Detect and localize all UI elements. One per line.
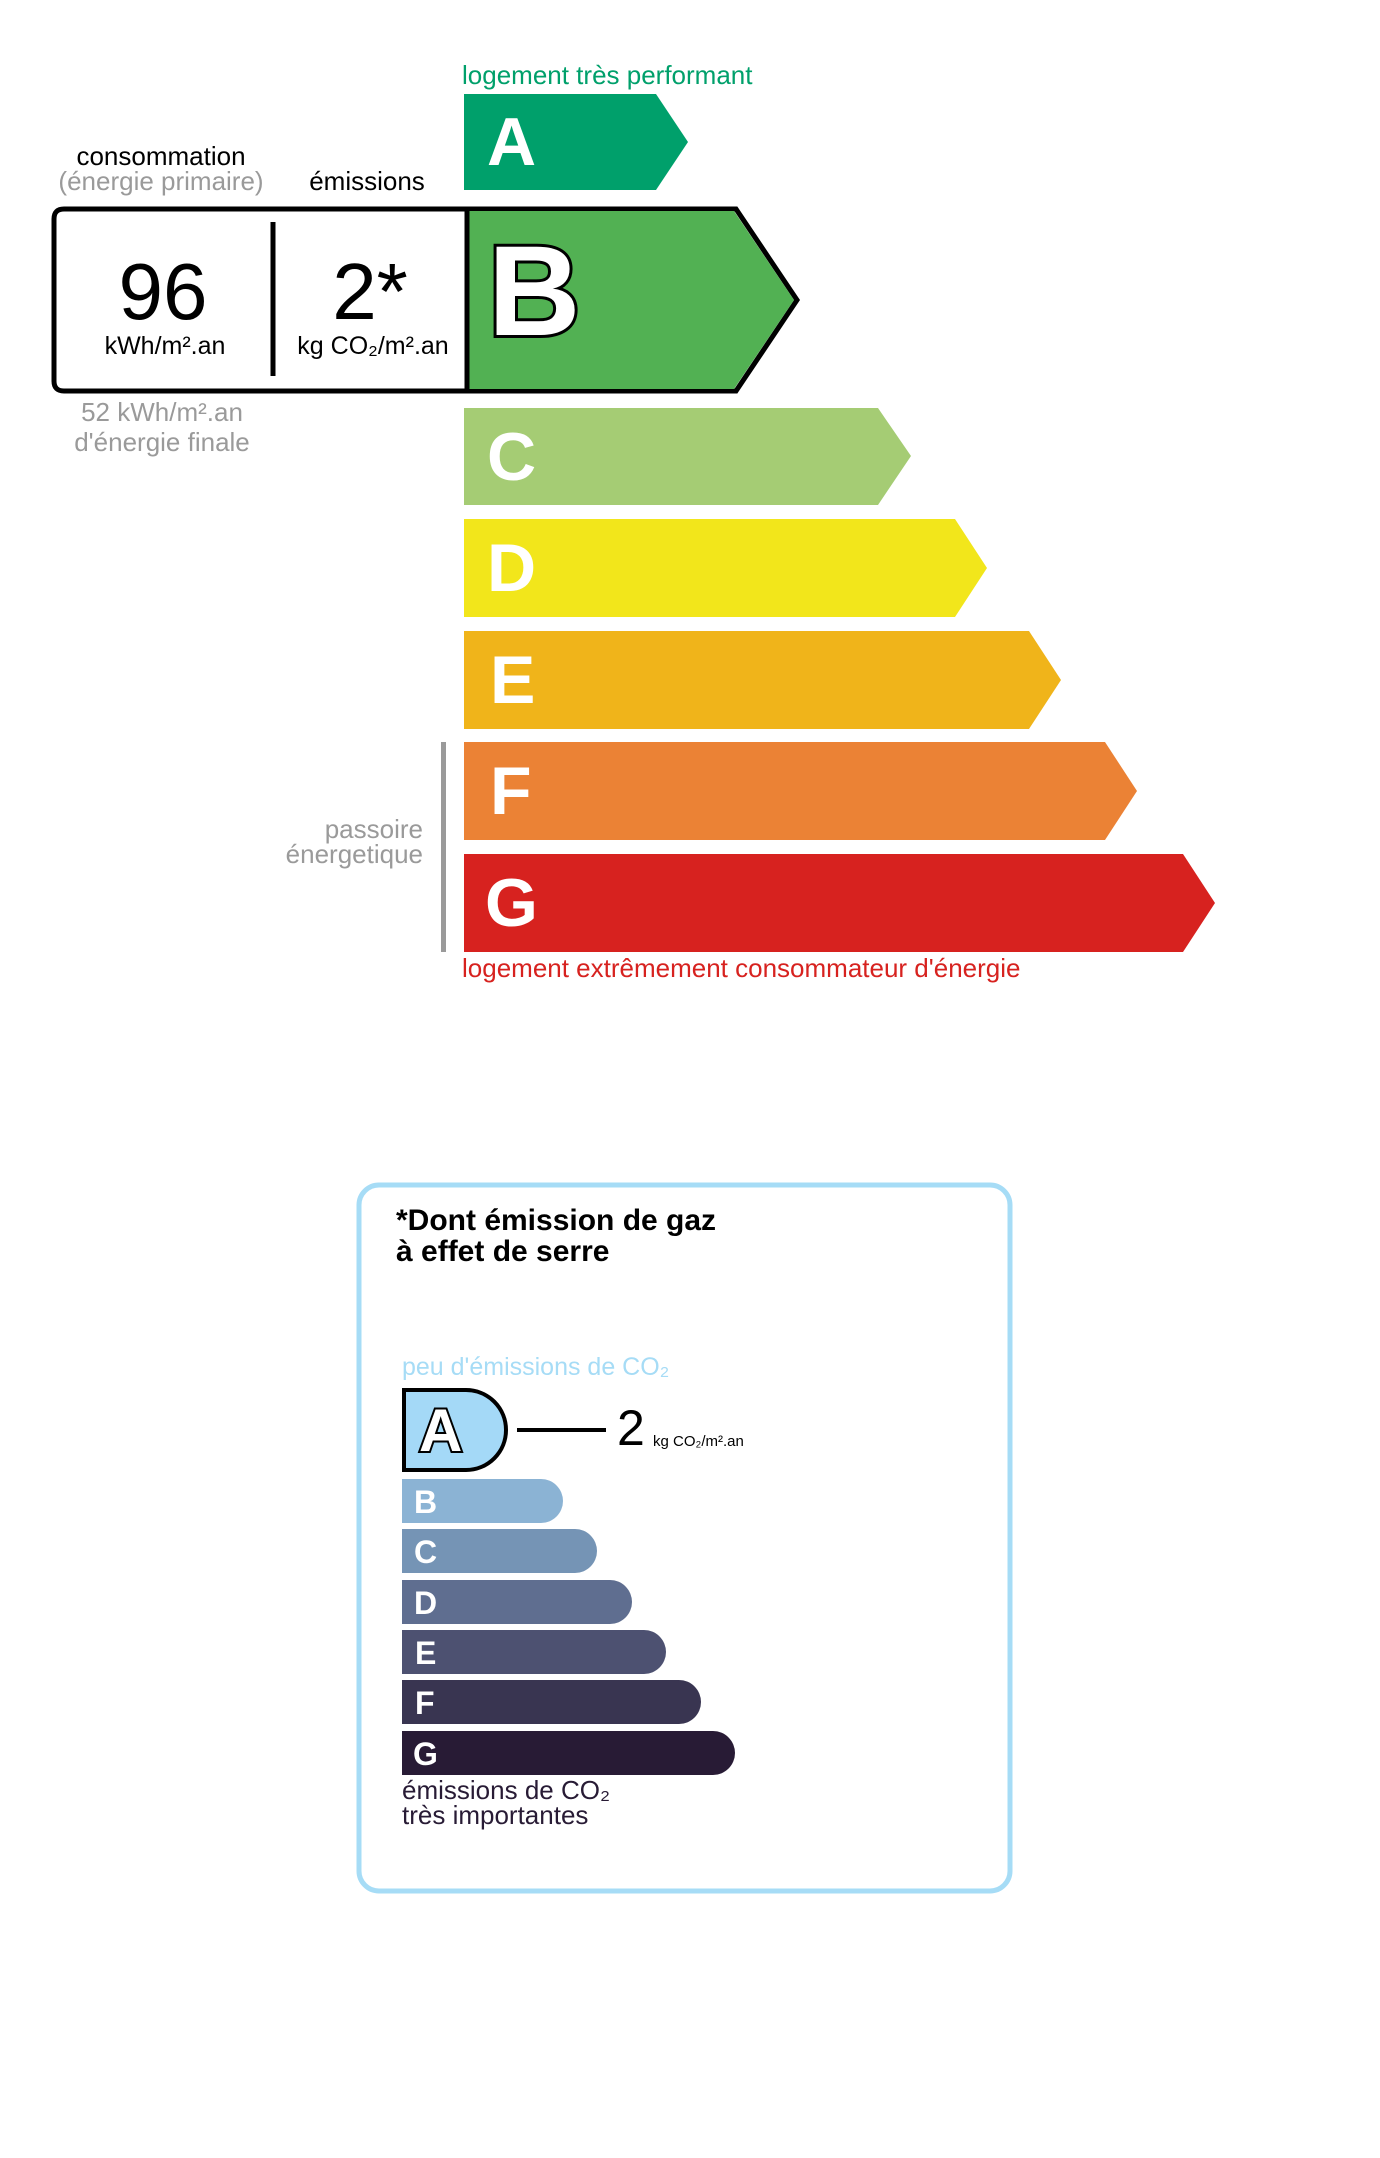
emissions-value: 2*	[332, 247, 408, 336]
ges-bottom-caption-line2: très importantes	[402, 1800, 589, 1830]
ges-class-letter-b: B	[414, 1484, 438, 1520]
ges-value: 2	[617, 1400, 645, 1456]
energy-bar-f	[464, 742, 1137, 840]
ges-class-letter-c: C	[414, 1534, 438, 1570]
final-energy-label: d'énergie finale	[74, 427, 250, 457]
ges-bar-a	[402, 1388, 508, 1472]
ges-unit: kg CO₂/m².an	[653, 1433, 744, 1450]
energy-bar-a	[464, 94, 688, 190]
ges-title-line1: *Dont émission de gaz	[396, 1204, 717, 1237]
consumption-unit: kWh/m².an	[104, 332, 226, 360]
class-letter-d: D	[487, 530, 537, 606]
class-letter-g: G	[485, 865, 538, 941]
ges-bar-g	[402, 1731, 735, 1775]
ges-bar-f	[402, 1680, 701, 1724]
ges-bar-d	[402, 1580, 632, 1624]
final-energy-value: 52 kWh/m².an	[81, 397, 243, 427]
energy-bar-g	[464, 854, 1215, 952]
consumption-header: consommation	[76, 141, 246, 171]
energy-bar-b	[467, 211, 794, 389]
consumption-value: 96	[118, 247, 208, 336]
consumption-subheader: (énergie primaire)	[58, 166, 264, 196]
energy-bar-c	[464, 408, 911, 505]
energy-bar-e	[464, 631, 1061, 729]
top-caption: logement très performant	[462, 60, 753, 90]
bottom-caption: logement extrêmement consommateur d'éner…	[462, 953, 1021, 983]
ges-bottom-caption-line1: émissions de CO₂	[402, 1775, 611, 1805]
class-letter-a: A	[487, 104, 537, 180]
ges-title-line2: à effet de serre	[396, 1235, 610, 1268]
class-letter-e: E	[490, 642, 536, 718]
emissions-unit: kg CO₂/m².an	[297, 332, 449, 360]
ges-class-letter-e: E	[415, 1635, 437, 1671]
ges-class-letter-g: G	[413, 1736, 438, 1772]
ges-panel-border	[356, 1182, 1013, 1894]
emissions-header: émissions	[309, 166, 425, 196]
ges-class-letter-f: F	[415, 1685, 435, 1721]
class-letter-f: F	[490, 753, 532, 829]
energy-bar-d	[464, 519, 987, 617]
class-letter-c: C	[487, 419, 537, 495]
passoire-label-line2: énergetique	[285, 839, 423, 869]
ges-class-letter-a-current: A	[417, 1397, 464, 1464]
ges-class-letter-d: D	[414, 1585, 438, 1621]
ges-bar-e	[402, 1630, 666, 1674]
passoire-label-line1: passoire	[324, 814, 423, 844]
passoire-marker	[441, 742, 446, 952]
class-letter-b-current: B	[485, 220, 583, 363]
ges-bar-b	[402, 1479, 563, 1523]
ges-top-caption: peu d'émissions de CO₂	[402, 1353, 670, 1381]
ges-bar-c	[402, 1529, 597, 1573]
